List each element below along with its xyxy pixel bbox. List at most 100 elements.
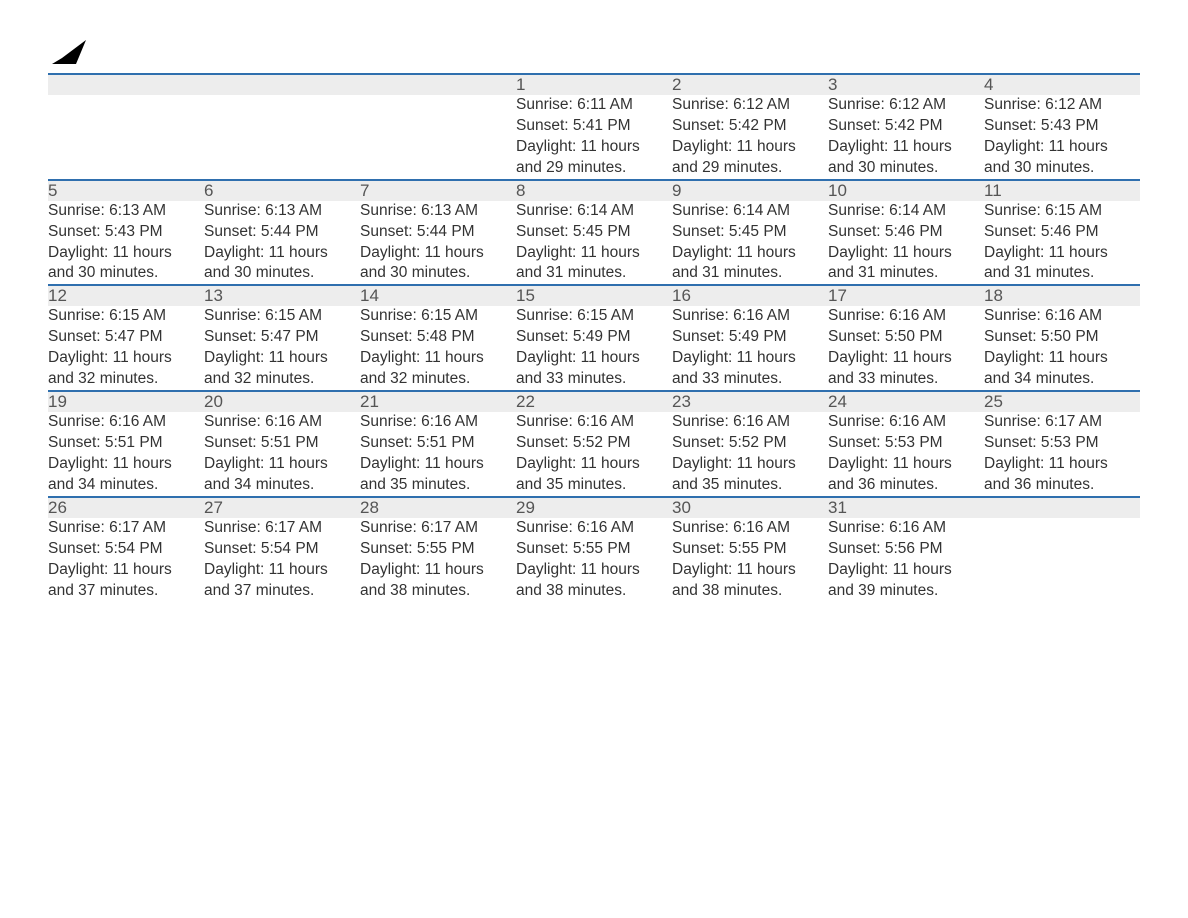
daylight-line-1: Daylight: 11 hours xyxy=(672,348,828,369)
brand-line1 xyxy=(48,40,136,64)
day-number-cell: 14 xyxy=(360,285,516,306)
day-body-cell: Sunrise: 6:17 AMSunset: 5:55 PMDaylight:… xyxy=(360,518,516,612)
sunset-line: Sunset: 5:52 PM xyxy=(516,433,672,454)
sunset-line: Sunset: 5:46 PM xyxy=(984,222,1140,243)
daylight-line-1: Daylight: 11 hours xyxy=(204,454,360,475)
daylight-line-2: and 33 minutes. xyxy=(672,369,828,390)
daylight-line-2: and 35 minutes. xyxy=(360,475,516,496)
day-number-cell: 12 xyxy=(48,285,204,306)
sunrise-line: Sunrise: 6:17 AM xyxy=(984,412,1140,433)
daylight-line-2: and 34 minutes. xyxy=(204,475,360,496)
daylight-line-1: Daylight: 11 hours xyxy=(516,454,672,475)
sunset-line: Sunset: 5:49 PM xyxy=(516,327,672,348)
sunrise-line: Sunrise: 6:16 AM xyxy=(828,412,984,433)
sunset-line: Sunset: 5:48 PM xyxy=(360,327,516,348)
daylight-line-1: Daylight: 11 hours xyxy=(672,137,828,158)
day-body-cell xyxy=(204,95,360,180)
flag-icon xyxy=(52,40,86,64)
daylight-line-2: and 31 minutes. xyxy=(828,263,984,284)
page: 1234Sunrise: 6:11 AMSunset: 5:41 PMDayli… xyxy=(0,0,1188,651)
sunset-line: Sunset: 5:55 PM xyxy=(672,539,828,560)
daylight-line-1: Daylight: 11 hours xyxy=(984,137,1140,158)
day-number-cell: 15 xyxy=(516,285,672,306)
sunrise-line: Sunrise: 6:15 AM xyxy=(48,306,204,327)
day-number-cell: 3 xyxy=(828,74,984,95)
daylight-line-1: Daylight: 11 hours xyxy=(204,348,360,369)
day-body-row: Sunrise: 6:16 AMSunset: 5:51 PMDaylight:… xyxy=(48,412,1140,497)
daylight-line-2: and 30 minutes. xyxy=(984,158,1140,179)
day-body-cell: Sunrise: 6:16 AMSunset: 5:55 PMDaylight:… xyxy=(516,518,672,612)
day-body-cell: Sunrise: 6:16 AMSunset: 5:49 PMDaylight:… xyxy=(672,306,828,391)
day-body-cell: Sunrise: 6:17 AMSunset: 5:54 PMDaylight:… xyxy=(204,518,360,612)
day-body-cell: Sunrise: 6:15 AMSunset: 5:47 PMDaylight:… xyxy=(48,306,204,391)
daylight-line-2: and 38 minutes. xyxy=(360,581,516,602)
sunset-line: Sunset: 5:46 PM xyxy=(828,222,984,243)
daylight-line-2: and 29 minutes. xyxy=(516,158,672,179)
sunrise-line: Sunrise: 6:16 AM xyxy=(672,518,828,539)
day-number-cell: 29 xyxy=(516,497,672,518)
day-body-cell: Sunrise: 6:16 AMSunset: 5:51 PMDaylight:… xyxy=(360,412,516,497)
sunset-line: Sunset: 5:42 PM xyxy=(672,116,828,137)
day-number-cell: 8 xyxy=(516,180,672,201)
day-number-cell: 20 xyxy=(204,391,360,412)
daylight-line-1: Daylight: 11 hours xyxy=(204,560,360,581)
day-body-cell: Sunrise: 6:15 AMSunset: 5:49 PMDaylight:… xyxy=(516,306,672,391)
sunset-line: Sunset: 5:51 PM xyxy=(360,433,516,454)
day-body-cell: Sunrise: 6:15 AMSunset: 5:48 PMDaylight:… xyxy=(360,306,516,391)
daylight-line-1: Daylight: 11 hours xyxy=(360,560,516,581)
sunset-line: Sunset: 5:56 PM xyxy=(828,539,984,560)
daylight-line-1: Daylight: 11 hours xyxy=(828,243,984,264)
sunrise-line: Sunrise: 6:15 AM xyxy=(516,306,672,327)
sunrise-line: Sunrise: 6:14 AM xyxy=(672,201,828,222)
day-body-cell: Sunrise: 6:16 AMSunset: 5:56 PMDaylight:… xyxy=(828,518,984,612)
sunrise-line: Sunrise: 6:15 AM xyxy=(204,306,360,327)
day-number-cell: 18 xyxy=(984,285,1140,306)
day-body-cell: Sunrise: 6:11 AMSunset: 5:41 PMDaylight:… xyxy=(516,95,672,180)
sunrise-line: Sunrise: 6:13 AM xyxy=(204,201,360,222)
day-number-cell: 28 xyxy=(360,497,516,518)
day-body-cell: Sunrise: 6:16 AMSunset: 5:51 PMDaylight:… xyxy=(48,412,204,497)
day-body-cell xyxy=(984,518,1140,612)
day-number-row: 567891011 xyxy=(48,180,1140,201)
daylight-line-1: Daylight: 11 hours xyxy=(984,454,1140,475)
sunset-line: Sunset: 5:42 PM xyxy=(828,116,984,137)
daylight-line-2: and 30 minutes. xyxy=(204,263,360,284)
day-body-cell: Sunrise: 6:14 AMSunset: 5:46 PMDaylight:… xyxy=(828,201,984,286)
sunrise-line: Sunrise: 6:16 AM xyxy=(828,306,984,327)
day-number-row: 1234 xyxy=(48,74,1140,95)
daylight-line-2: and 30 minutes. xyxy=(48,263,204,284)
sunset-line: Sunset: 5:44 PM xyxy=(204,222,360,243)
day-number-cell: 11 xyxy=(984,180,1140,201)
sunset-line: Sunset: 5:45 PM xyxy=(672,222,828,243)
day-number-cell: 16 xyxy=(672,285,828,306)
sunset-line: Sunset: 5:51 PM xyxy=(48,433,204,454)
daylight-line-2: and 32 minutes. xyxy=(48,369,204,390)
day-number-cell: 17 xyxy=(828,285,984,306)
day-body-cell: Sunrise: 6:13 AMSunset: 5:43 PMDaylight:… xyxy=(48,201,204,286)
header-row xyxy=(48,40,1140,58)
day-number-cell: 30 xyxy=(672,497,828,518)
sunset-line: Sunset: 5:50 PM xyxy=(984,327,1140,348)
day-number-row: 262728293031 xyxy=(48,497,1140,518)
sunset-line: Sunset: 5:49 PM xyxy=(672,327,828,348)
sunrise-line: Sunrise: 6:16 AM xyxy=(828,518,984,539)
sunrise-line: Sunrise: 6:15 AM xyxy=(984,201,1140,222)
daylight-line-1: Daylight: 11 hours xyxy=(828,348,984,369)
sunrise-line: Sunrise: 6:14 AM xyxy=(516,201,672,222)
day-body-cell: Sunrise: 6:17 AMSunset: 5:53 PMDaylight:… xyxy=(984,412,1140,497)
day-body-cell: Sunrise: 6:16 AMSunset: 5:53 PMDaylight:… xyxy=(828,412,984,497)
sunrise-line: Sunrise: 6:13 AM xyxy=(360,201,516,222)
day-body-cell: Sunrise: 6:16 AMSunset: 5:55 PMDaylight:… xyxy=(672,518,828,612)
sunrise-line: Sunrise: 6:17 AM xyxy=(204,518,360,539)
day-body-row: Sunrise: 6:15 AMSunset: 5:47 PMDaylight:… xyxy=(48,306,1140,391)
day-number-cell: 26 xyxy=(48,497,204,518)
day-number-cell xyxy=(204,74,360,95)
sunset-line: Sunset: 5:43 PM xyxy=(48,222,204,243)
daylight-line-2: and 34 minutes. xyxy=(48,475,204,496)
sunrise-line: Sunrise: 6:12 AM xyxy=(828,95,984,116)
day-number-cell: 6 xyxy=(204,180,360,201)
sunset-line: Sunset: 5:55 PM xyxy=(516,539,672,560)
day-body-cell: Sunrise: 6:16 AMSunset: 5:50 PMDaylight:… xyxy=(828,306,984,391)
day-body-cell: Sunrise: 6:14 AMSunset: 5:45 PMDaylight:… xyxy=(516,201,672,286)
day-number-cell xyxy=(984,497,1140,518)
